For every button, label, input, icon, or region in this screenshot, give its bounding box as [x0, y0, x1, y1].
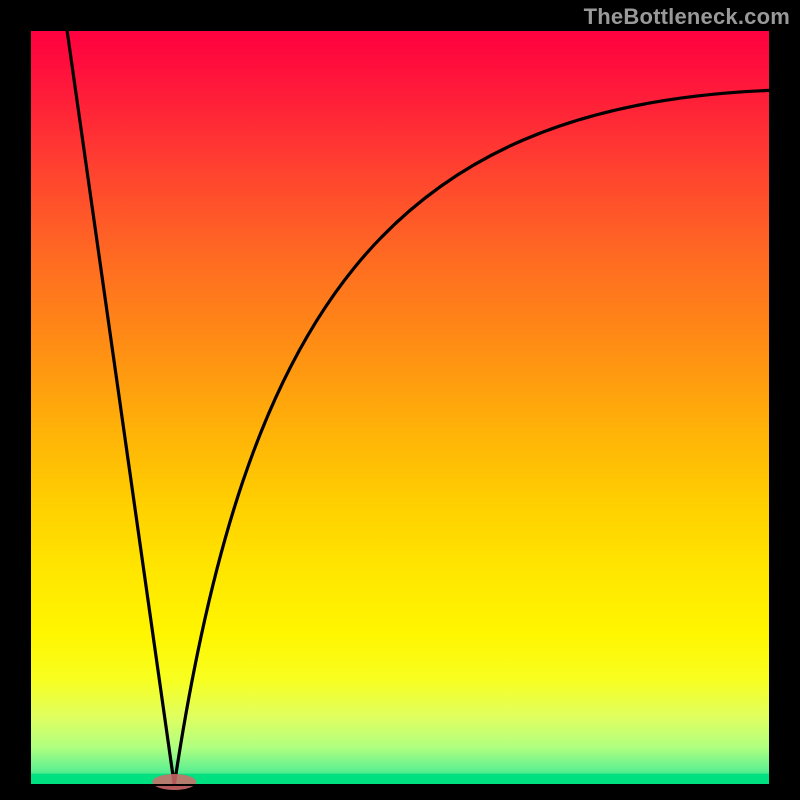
chart-container: TheBottleneck.com [0, 0, 800, 800]
watermark-text: TheBottleneck.com [584, 4, 790, 30]
bottleneck-chart [0, 0, 800, 800]
